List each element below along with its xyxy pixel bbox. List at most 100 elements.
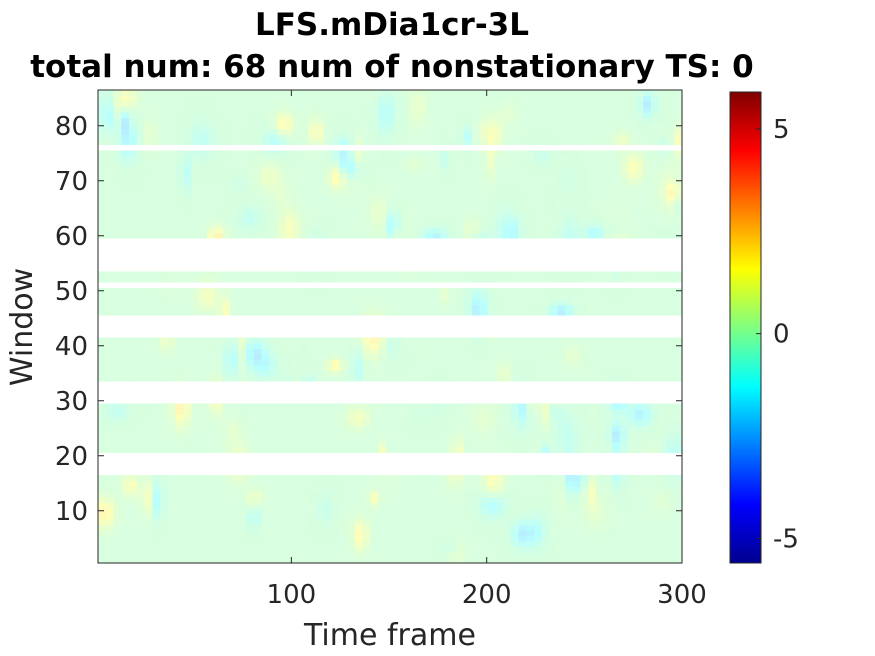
heatmap-cell xyxy=(448,519,457,526)
heatmap-cell xyxy=(627,376,636,383)
heatmap-cell xyxy=(440,491,449,498)
heatmap-cell xyxy=(557,442,566,449)
heatmap-cell xyxy=(580,304,590,311)
heatmap-cell xyxy=(643,502,652,509)
heatmap-cell xyxy=(362,431,372,438)
heatmap-cell xyxy=(136,376,146,383)
heatmap-cell xyxy=(479,431,488,438)
heatmap-cell xyxy=(495,480,504,487)
heatmap-cell xyxy=(674,535,683,542)
heatmap-cell xyxy=(323,216,333,223)
heatmap-cell xyxy=(487,480,496,487)
heatmap-cell xyxy=(347,354,356,361)
heatmap-cell xyxy=(292,365,302,372)
heatmap-cell xyxy=(479,310,488,317)
heatmap-cell xyxy=(261,502,270,509)
heatmap-cell xyxy=(557,337,566,344)
heatmap-cell xyxy=(409,524,418,531)
heatmap-cell xyxy=(331,486,340,493)
heatmap-cell xyxy=(144,348,154,355)
heatmap-cell xyxy=(183,233,193,240)
heatmap-cell xyxy=(401,205,411,212)
heatmap-cell xyxy=(354,211,364,218)
heatmap-cell xyxy=(370,475,379,482)
heatmap-cell xyxy=(495,513,504,520)
heatmap-cell xyxy=(300,480,309,487)
heatmap-cell xyxy=(557,414,566,421)
heatmap-cell xyxy=(222,222,231,229)
heatmap-cell xyxy=(448,310,457,317)
heatmap-cell xyxy=(269,497,278,504)
heatmap-cell xyxy=(253,475,263,482)
heatmap-cell xyxy=(409,546,418,553)
heatmap-cell xyxy=(316,365,325,372)
heatmap-cell xyxy=(144,359,154,366)
heatmap-cell xyxy=(199,475,208,482)
heatmap-cell xyxy=(378,541,387,548)
heatmap-cell xyxy=(409,277,418,284)
heatmap-cell xyxy=(526,524,535,531)
heatmap-cell xyxy=(541,227,551,234)
heatmap-cell xyxy=(463,299,473,306)
heatmap-cell xyxy=(526,205,535,212)
heatmap-cell xyxy=(401,293,411,300)
heatmap-cell xyxy=(300,365,309,372)
heatmap-cell xyxy=(129,420,138,427)
heatmap-cell xyxy=(339,497,348,504)
heatmap-cell xyxy=(284,431,294,438)
heatmap-cell xyxy=(191,524,200,531)
heatmap-cell xyxy=(471,310,481,317)
heatmap-cell xyxy=(479,546,488,553)
heatmap-cell xyxy=(572,299,582,306)
heatmap-cell xyxy=(650,530,660,537)
heatmap-cell xyxy=(510,414,520,421)
heatmap-cell xyxy=(565,310,574,317)
heatmap-cell xyxy=(417,211,426,218)
heatmap-cell xyxy=(129,486,138,493)
heatmap-cell xyxy=(175,557,185,564)
heatmap-cell xyxy=(393,299,403,306)
heatmap-cell xyxy=(121,557,130,564)
heatmap-cell xyxy=(588,497,597,504)
heatmap-cell xyxy=(121,436,130,443)
heatmap-cell xyxy=(136,508,146,515)
heatmap-cell xyxy=(526,376,535,383)
heatmap-cell xyxy=(183,502,193,509)
heatmap-cell xyxy=(323,486,333,493)
heatmap-cell xyxy=(417,271,426,278)
heatmap-cell xyxy=(300,552,309,559)
heatmap-cell xyxy=(183,348,193,355)
heatmap-cell xyxy=(495,530,504,537)
heatmap-cell xyxy=(144,299,154,306)
heatmap-cell xyxy=(175,480,185,487)
heatmap-cell xyxy=(650,425,660,432)
heatmap-cell xyxy=(222,337,231,344)
heatmap-cell xyxy=(557,502,566,509)
heatmap-cell xyxy=(495,486,504,493)
heatmap-cell xyxy=(362,222,372,229)
heatmap-cell xyxy=(471,288,481,295)
heatmap-cell xyxy=(425,475,434,482)
heatmap-cell xyxy=(611,425,621,432)
heatmap-cell xyxy=(98,519,107,526)
heatmap-cell xyxy=(238,222,247,229)
heatmap-cell xyxy=(619,508,629,515)
heatmap-cell xyxy=(588,436,597,443)
heatmap-cell xyxy=(191,354,200,361)
heatmap-cell xyxy=(572,414,582,421)
heatmap-cell xyxy=(534,277,543,284)
heatmap-cell xyxy=(588,535,597,542)
heatmap-cell xyxy=(471,524,481,531)
heatmap-cell xyxy=(534,211,543,218)
heatmap-cell xyxy=(393,480,403,487)
heatmap-cell xyxy=(401,343,411,350)
heatmap-cell xyxy=(588,480,597,487)
heatmap-cell xyxy=(238,343,247,350)
heatmap-cell xyxy=(386,310,395,317)
heatmap-cell xyxy=(440,431,449,438)
heatmap-cell xyxy=(284,227,294,234)
heatmap-cell xyxy=(175,205,185,212)
heatmap-cell xyxy=(98,497,107,504)
heatmap-cell xyxy=(253,546,263,553)
heatmap-cell xyxy=(495,447,504,454)
